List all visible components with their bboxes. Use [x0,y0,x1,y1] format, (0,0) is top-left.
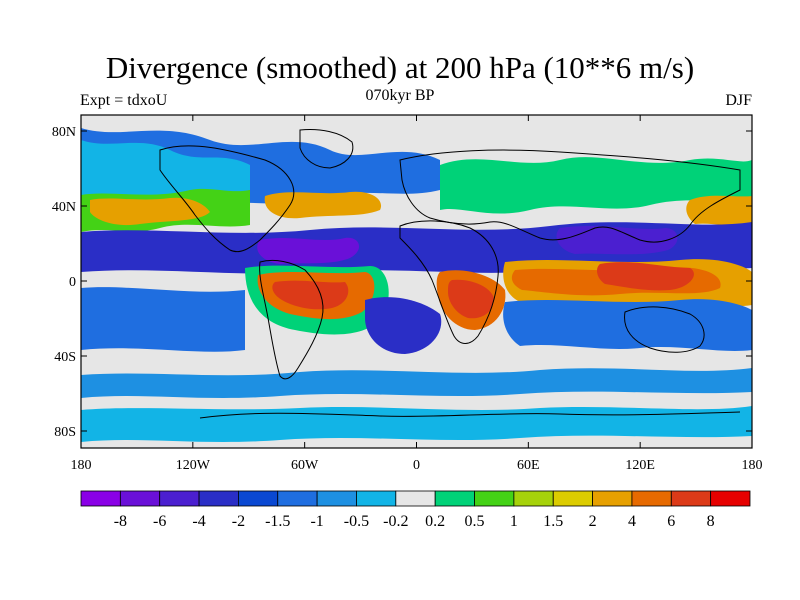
lon-tick-label: 180 [742,458,763,473]
field-s-america-red [272,280,349,310]
field-s-indian-blue [503,299,752,351]
colorbar-swatch [159,490,200,507]
season-label: DJF [725,92,752,109]
colorbar-label: 4 [628,513,636,530]
colorbar-label: -8 [114,513,127,530]
field-africa-red [448,279,494,319]
field-tropical-violet-2 [556,226,678,255]
colorbar-label: 6 [667,513,675,530]
colorbar-swatch [670,490,712,507]
colorbar-swatch [238,490,279,507]
field-s-pacific-blue [81,287,245,352]
lat-tick-label: 80S [54,425,76,440]
colorbar-label: -2 [232,513,245,530]
coastlines [159,129,741,419]
colorbar-label: 0.2 [425,513,445,530]
colorbar-swatch [631,490,672,507]
latitude-axis: 80N 40N 0 40S 80S [52,125,752,440]
colorbar-swatch [119,490,161,507]
field-s-atlantic-blue [365,297,442,354]
colorbar-swatch [552,490,593,507]
colorbar-label: -0.5 [344,513,369,530]
lon-tick-label: 60W [291,458,319,473]
colorbar-label: -1.5 [265,513,290,530]
coast-australia [624,306,705,353]
colorbar-swatch [316,490,357,507]
colorbar-label: -1 [310,513,323,530]
colorbar-label: 1.5 [543,513,563,530]
lat-tick-label: 40N [52,200,76,215]
lon-tick-label: 120W [176,458,211,473]
coast-eurasia [399,149,741,243]
colorbar-swatch [198,490,239,507]
lat-tick-label: 0 [69,275,76,290]
plot-title: Divergence (smoothed) at 200 hPa (10**6 … [105,50,695,85]
coast-africa [399,220,499,344]
lon-tick-label: 180 [71,458,92,473]
colorbar-swatch [356,490,397,507]
colorbar-swatch [474,490,515,507]
field-maritime-red [597,262,694,291]
colorbar-swatch [434,490,475,507]
longitude-axis: 180 120W 60W 0 60E 120E 180 [71,115,763,473]
field-arctic-cyan [81,140,250,200]
lon-tick-label: 60E [517,458,540,473]
map-panel: 80N 40N 0 40S 80S 180 120W 60W 0 60E 120E 180 [52,114,763,473]
lon-tick-label: 120E [625,458,655,473]
experiment-label: Expt = tdxoU [80,92,168,109]
colorbar-swatch [592,490,633,507]
lat-tick-label: 80N [52,125,76,140]
colorbar-swatch [710,490,751,507]
coast-south-america [259,259,324,380]
colorbar-swatch [80,490,121,507]
colorbar-label: 8 [707,513,715,530]
period-label: 070kyr BP [365,87,435,104]
lon-tick-label: 0 [413,458,420,473]
colorbar-label: 1 [510,513,518,530]
field-tropical-violet [257,237,360,264]
colorbar-label: -4 [192,513,205,530]
colorbar-label: -0.2 [383,513,408,530]
field-n-green [440,157,752,214]
colorbar-swatch [513,490,554,507]
colorbar-label: 0.5 [465,513,485,530]
coast-antarctica [199,411,741,419]
colorbar-swatch [277,490,318,507]
colorbar-label: 2 [589,513,597,530]
colorbar-swatch [395,490,436,507]
lat-tick-label: 40S [54,350,76,365]
field-band-s-ocean [81,368,752,398]
field-n-atlantic-orange [264,191,382,219]
field-n-pacific-orange [90,197,210,226]
colorbar: -8 -6 -4 -2 -1.5 -1 -0.5 -0.2 0.2 0.5 1 1.5 2 4 6 8 [80,490,751,530]
coast-north-america [159,145,295,253]
colorbar-label: -6 [153,513,166,530]
field-w-pacific-orange [686,195,752,227]
coast-greenland [299,129,354,169]
